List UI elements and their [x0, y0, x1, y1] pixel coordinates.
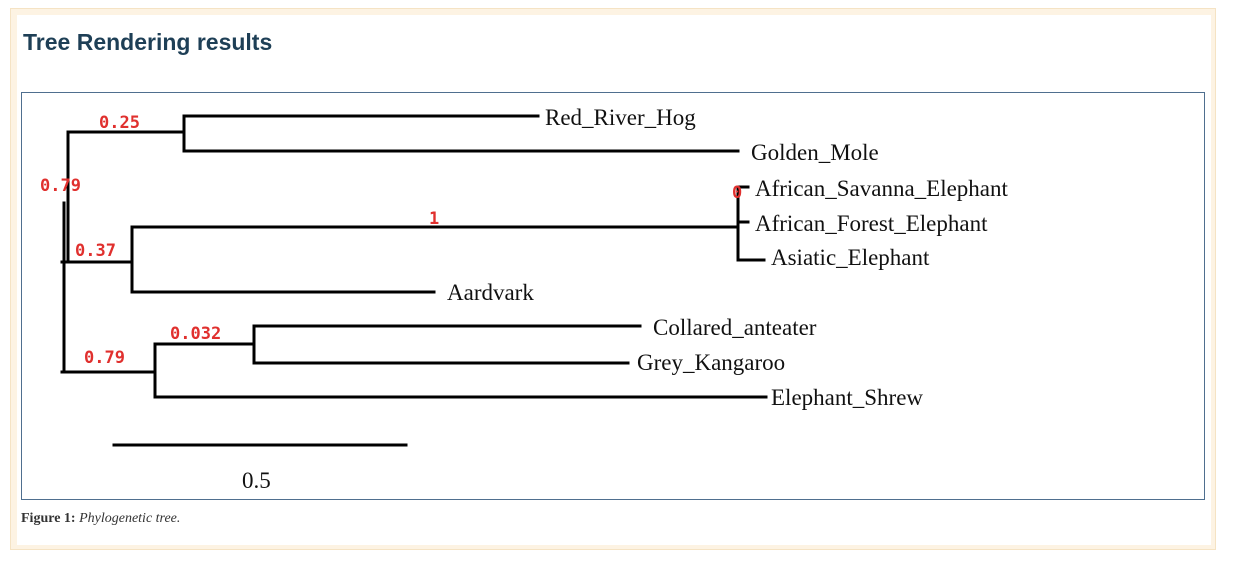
support-afrotheria-sub: 0.37 — [75, 241, 116, 261]
phylogenetic-tree: Red_River_Hog Golden_Mole African_Savann… — [40, 105, 1009, 493]
figure-caption: Figure 1: Phylogenetic tree. — [21, 511, 180, 527]
leaf-collared-anteater: Collared_anteater — [653, 315, 817, 340]
results-content: Tree Rendering results — [17, 15, 1211, 545]
tree-figure: Red_River_Hog Golden_Mole African_Savann… — [21, 92, 1205, 500]
caption-label: Figure 1: — [21, 511, 76, 526]
leaf-aardvark: Aardvark — [447, 280, 534, 305]
leaf-grey-kangaroo: Grey_Kangaroo — [637, 350, 785, 375]
support-top-clade: 0.79 — [40, 176, 81, 196]
leaf-red-river-hog: Red_River_Hog — [545, 105, 696, 130]
leaf-elephant-shrew: Elephant_Shrew — [771, 385, 923, 410]
leaf-golden-mole: Golden_Mole — [751, 140, 879, 165]
leaf-african-savanna-elephant: African_Savanna_Elephant — [755, 176, 1009, 201]
support-bottom-clade: 0.79 — [84, 348, 125, 368]
scale-bar-label: 0.5 — [242, 468, 271, 493]
support-elephants: 1 — [429, 209, 439, 229]
results-panel: Tree Rendering results — [10, 8, 1216, 550]
page-title: Tree Rendering results — [23, 29, 273, 55]
leaf-labels: Red_River_Hog Golden_Mole African_Savann… — [447, 105, 1009, 410]
support-anteater-kangaroo: 0.032 — [170, 324, 221, 344]
leaf-african-forest-elephant: African_Forest_Elephant — [755, 211, 988, 236]
support-elephant-inner: 0 — [732, 183, 742, 203]
tree-branches — [60, 114, 768, 447]
support-hog-mole: 0.25 — [99, 113, 140, 133]
caption-text: Phylogenetic tree. — [79, 511, 181, 526]
leaf-asiatic-elephant: Asiatic_Elephant — [771, 245, 930, 270]
support-values: 0.79 0.25 0.37 1 0 0.79 0.032 — [40, 113, 742, 368]
